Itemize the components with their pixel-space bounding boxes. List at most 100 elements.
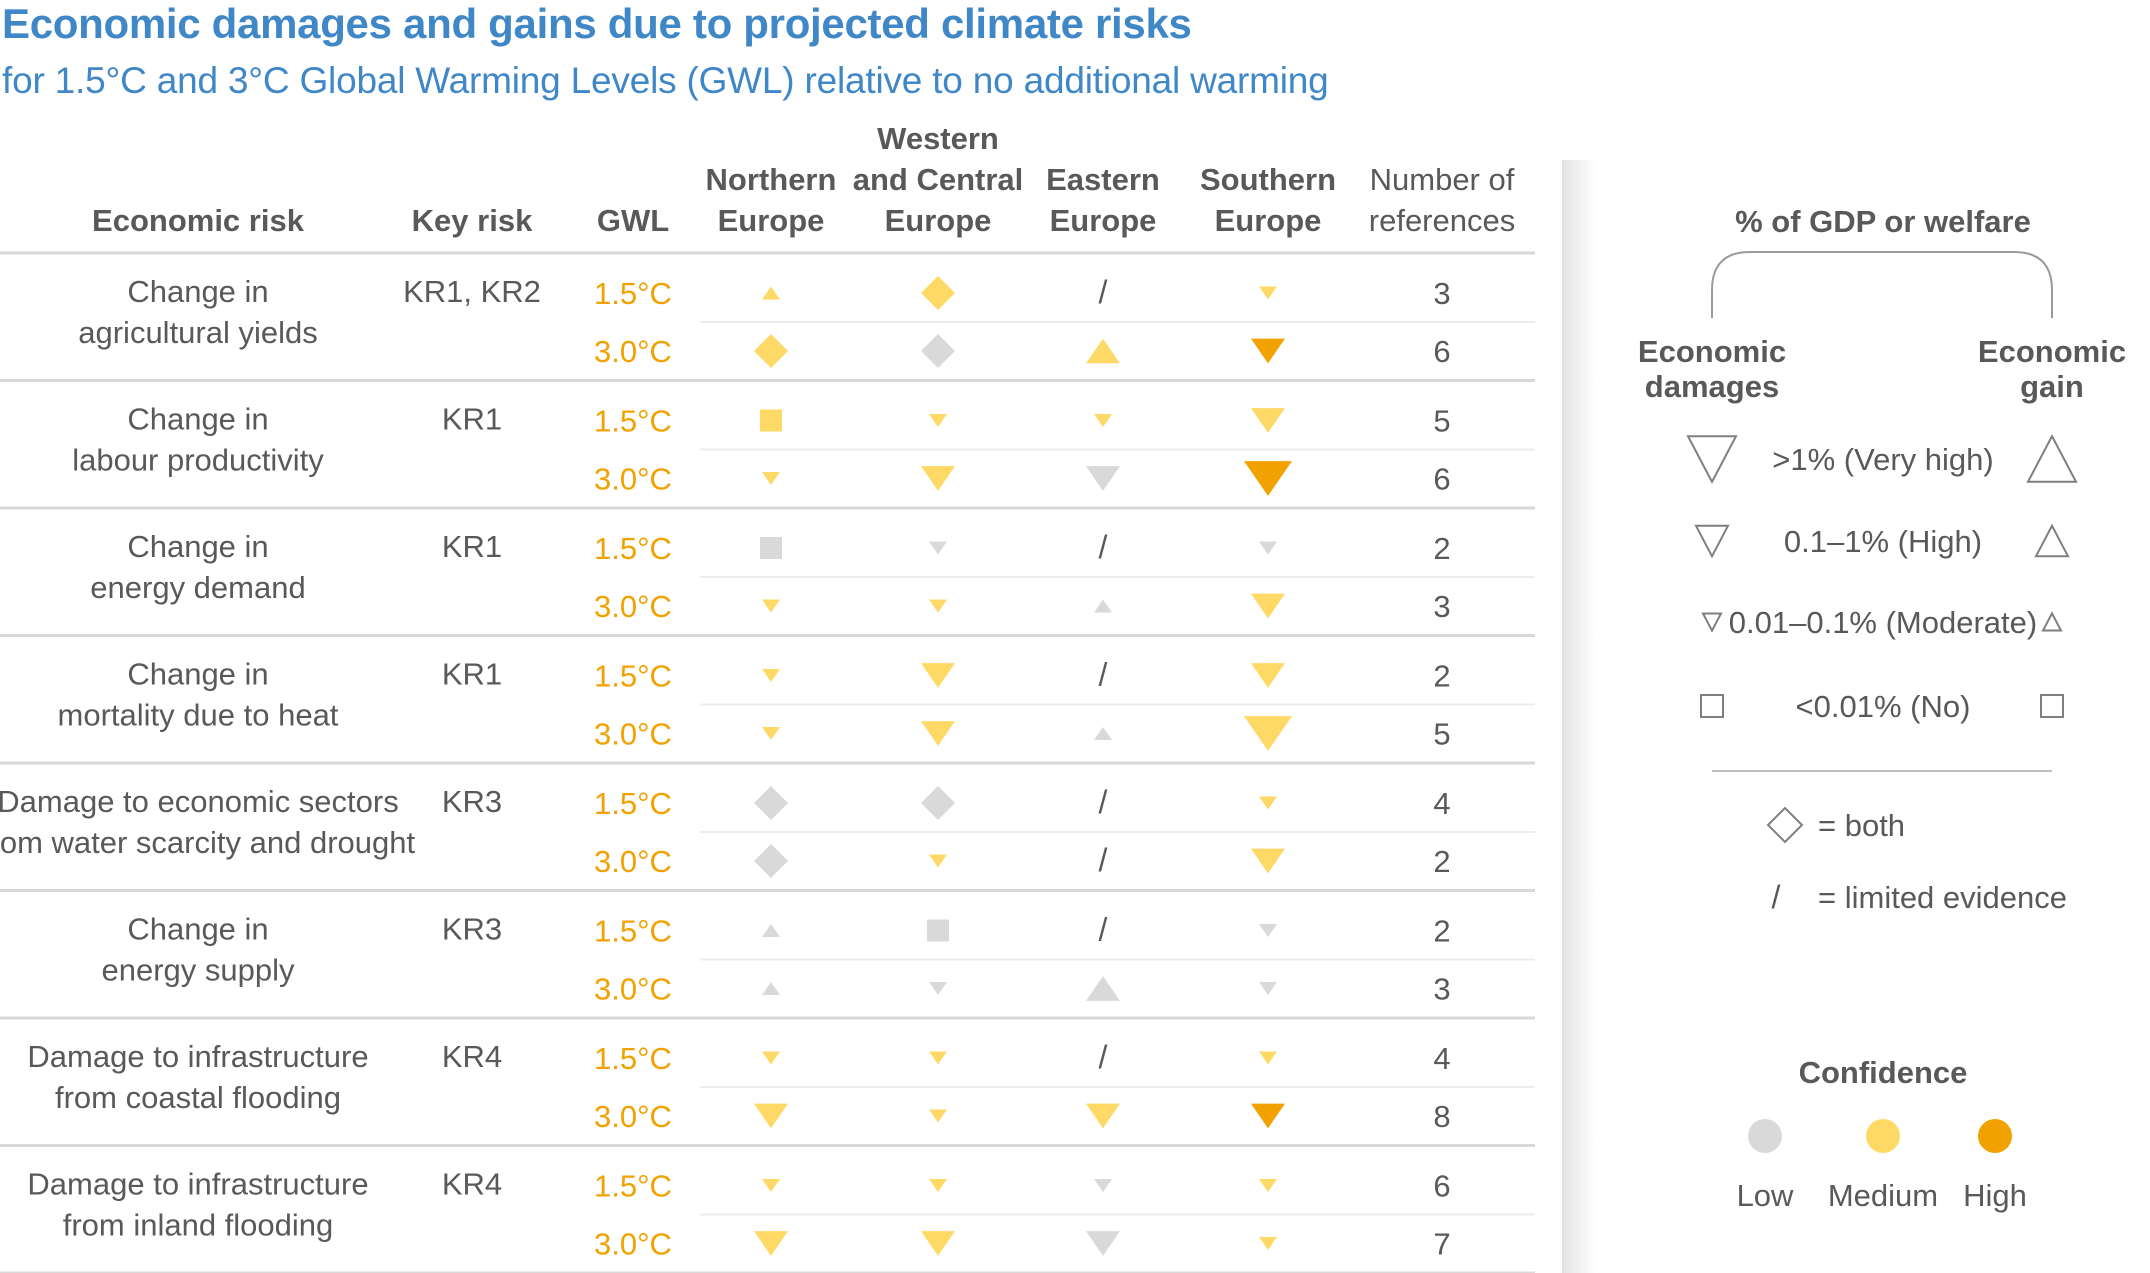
- risk-symbol: /: [1099, 912, 1108, 948]
- risk-symbol: [1086, 1231, 1120, 1256]
- risk-symbol: [1251, 408, 1285, 433]
- risk-symbol: [762, 726, 780, 741]
- risk-symbol: [1094, 1178, 1112, 1193]
- gwl-label: 3.0°C: [594, 1227, 672, 1262]
- reference-count: 6: [1433, 1169, 1450, 1204]
- reference-count: 6: [1433, 462, 1450, 497]
- legend-damage-square: [1700, 694, 1724, 718]
- gwl-label: 3.0°C: [594, 462, 672, 497]
- risk-label: Damage to economic sectors: [0, 784, 399, 819]
- legend-damages-label: damages: [1645, 369, 1779, 404]
- risk-symbol: [760, 409, 782, 432]
- risk-symbol: /: [1099, 529, 1108, 565]
- reference-count: 2: [1433, 844, 1450, 879]
- gwl-label: 1.5°C: [594, 404, 672, 439]
- legend-gain-square: [2040, 694, 2064, 718]
- risk-symbol: [760, 537, 782, 559]
- risk-symbol: /: [1099, 657, 1108, 693]
- risk-symbol: [1251, 338, 1285, 364]
- header-key-risk: Key risk: [412, 203, 533, 238]
- risk-symbol: [1251, 1103, 1285, 1129]
- risk-symbol: [929, 981, 947, 996]
- legend-confidence-label: Low: [1737, 1178, 1794, 1213]
- legend-panel-shade: [1562, 160, 1596, 1273]
- key-risk-label: KR1: [442, 657, 502, 692]
- risk-symbol: [762, 471, 780, 486]
- risk-symbol: [1251, 663, 1285, 688]
- reference-count: 3: [1433, 972, 1450, 1007]
- risk-symbol: [921, 786, 955, 820]
- reference-count: 6: [1433, 334, 1450, 369]
- header-region-2: and Central: [853, 162, 1024, 197]
- risk-symbol: [754, 334, 788, 368]
- gwl-label: 3.0°C: [594, 589, 672, 624]
- risk-symbol: [1086, 466, 1120, 491]
- risk-symbol: [921, 1231, 955, 1256]
- risk-label: energy demand: [90, 570, 305, 605]
- legend-gain-triangle: [2041, 611, 2063, 632]
- gwl-label: 1.5°C: [594, 786, 672, 821]
- gwl-label: 1.5°C: [594, 1169, 672, 1204]
- legend-gain-triangle: [2026, 434, 2078, 483]
- risk-symbol: [921, 466, 955, 491]
- reference-count: 4: [1433, 1041, 1450, 1076]
- legend-confidence-dot: [1978, 1119, 2012, 1153]
- reference-count: 8: [1433, 1099, 1450, 1134]
- reference-count: 3: [1433, 589, 1450, 624]
- risk-symbol: [921, 721, 955, 746]
- risk-symbol: [1259, 923, 1277, 938]
- header-number-of-references: Number of: [1370, 162, 1515, 197]
- chart-title: Economic damages and gains due to projec…: [2, 0, 1192, 47]
- reference-count: 4: [1433, 786, 1450, 821]
- risk-symbol: /: [1099, 842, 1108, 878]
- risk-symbol: [929, 1109, 947, 1123]
- legend-level-label: >1% (Very high): [1772, 442, 1993, 477]
- reference-count: 5: [1433, 717, 1450, 752]
- risk-symbol: [929, 599, 947, 613]
- reference-count: 7: [1433, 1227, 1450, 1262]
- risk-label: agricultural yields: [78, 315, 318, 350]
- legend-level-label: <0.01% (No): [1796, 689, 1971, 724]
- risk-label: Change in: [127, 402, 268, 437]
- gwl-label: 3.0°C: [594, 334, 672, 369]
- risk-symbol: [754, 1103, 788, 1129]
- risk-symbol: [929, 854, 947, 868]
- legend-confidence-title: Confidence: [1799, 1055, 1968, 1090]
- risk-symbol: [762, 1051, 780, 1065]
- reference-count: 5: [1433, 404, 1450, 439]
- header-region-1: Northern: [706, 162, 837, 197]
- risk-symbol: [1094, 413, 1112, 428]
- risk-symbol: [754, 844, 788, 878]
- legend-both-label: = both: [1818, 808, 1905, 843]
- legend-level-label: 0.1–1% (High): [1784, 524, 1982, 559]
- risk-symbol: [1244, 716, 1292, 751]
- risk-symbol: [921, 334, 955, 368]
- header-region-3: Europe: [1050, 203, 1157, 238]
- gwl-label: 1.5°C: [594, 659, 672, 694]
- risk-symbol: [1259, 541, 1277, 555]
- reference-count: 2: [1433, 914, 1450, 949]
- legend-damage-triangle: [1701, 612, 1723, 633]
- risk-symbol: [1259, 1178, 1277, 1193]
- legend-gain-label: gain: [2020, 369, 2084, 404]
- header-region-4: Europe: [1215, 203, 1322, 238]
- legend-confidence-label: Medium: [1828, 1178, 1938, 1213]
- legend-gain-label: Economic: [1978, 334, 2126, 369]
- risk-symbol: [1094, 599, 1112, 613]
- risk-symbol: [1251, 593, 1285, 619]
- legend-confidence-dot: [1866, 1119, 1900, 1153]
- risk-symbol: [762, 286, 780, 300]
- legend-bracket: [1711, 251, 2053, 318]
- legend-title: % of GDP or welfare: [1735, 204, 2031, 239]
- risk-symbol: [927, 919, 949, 942]
- gwl-label: 1.5°C: [594, 914, 672, 949]
- gwl-label: 3.0°C: [594, 717, 672, 752]
- risk-symbol: [762, 668, 780, 683]
- risk-symbol: [1259, 286, 1277, 300]
- risk-symbol: /: [1099, 784, 1108, 820]
- gwl-label: 1.5°C: [594, 1041, 672, 1076]
- risk-symbol: [1086, 338, 1120, 364]
- header-region-1: Europe: [718, 203, 825, 238]
- risk-label: labour productivity: [72, 443, 324, 478]
- gwl-label: 3.0°C: [594, 972, 672, 1007]
